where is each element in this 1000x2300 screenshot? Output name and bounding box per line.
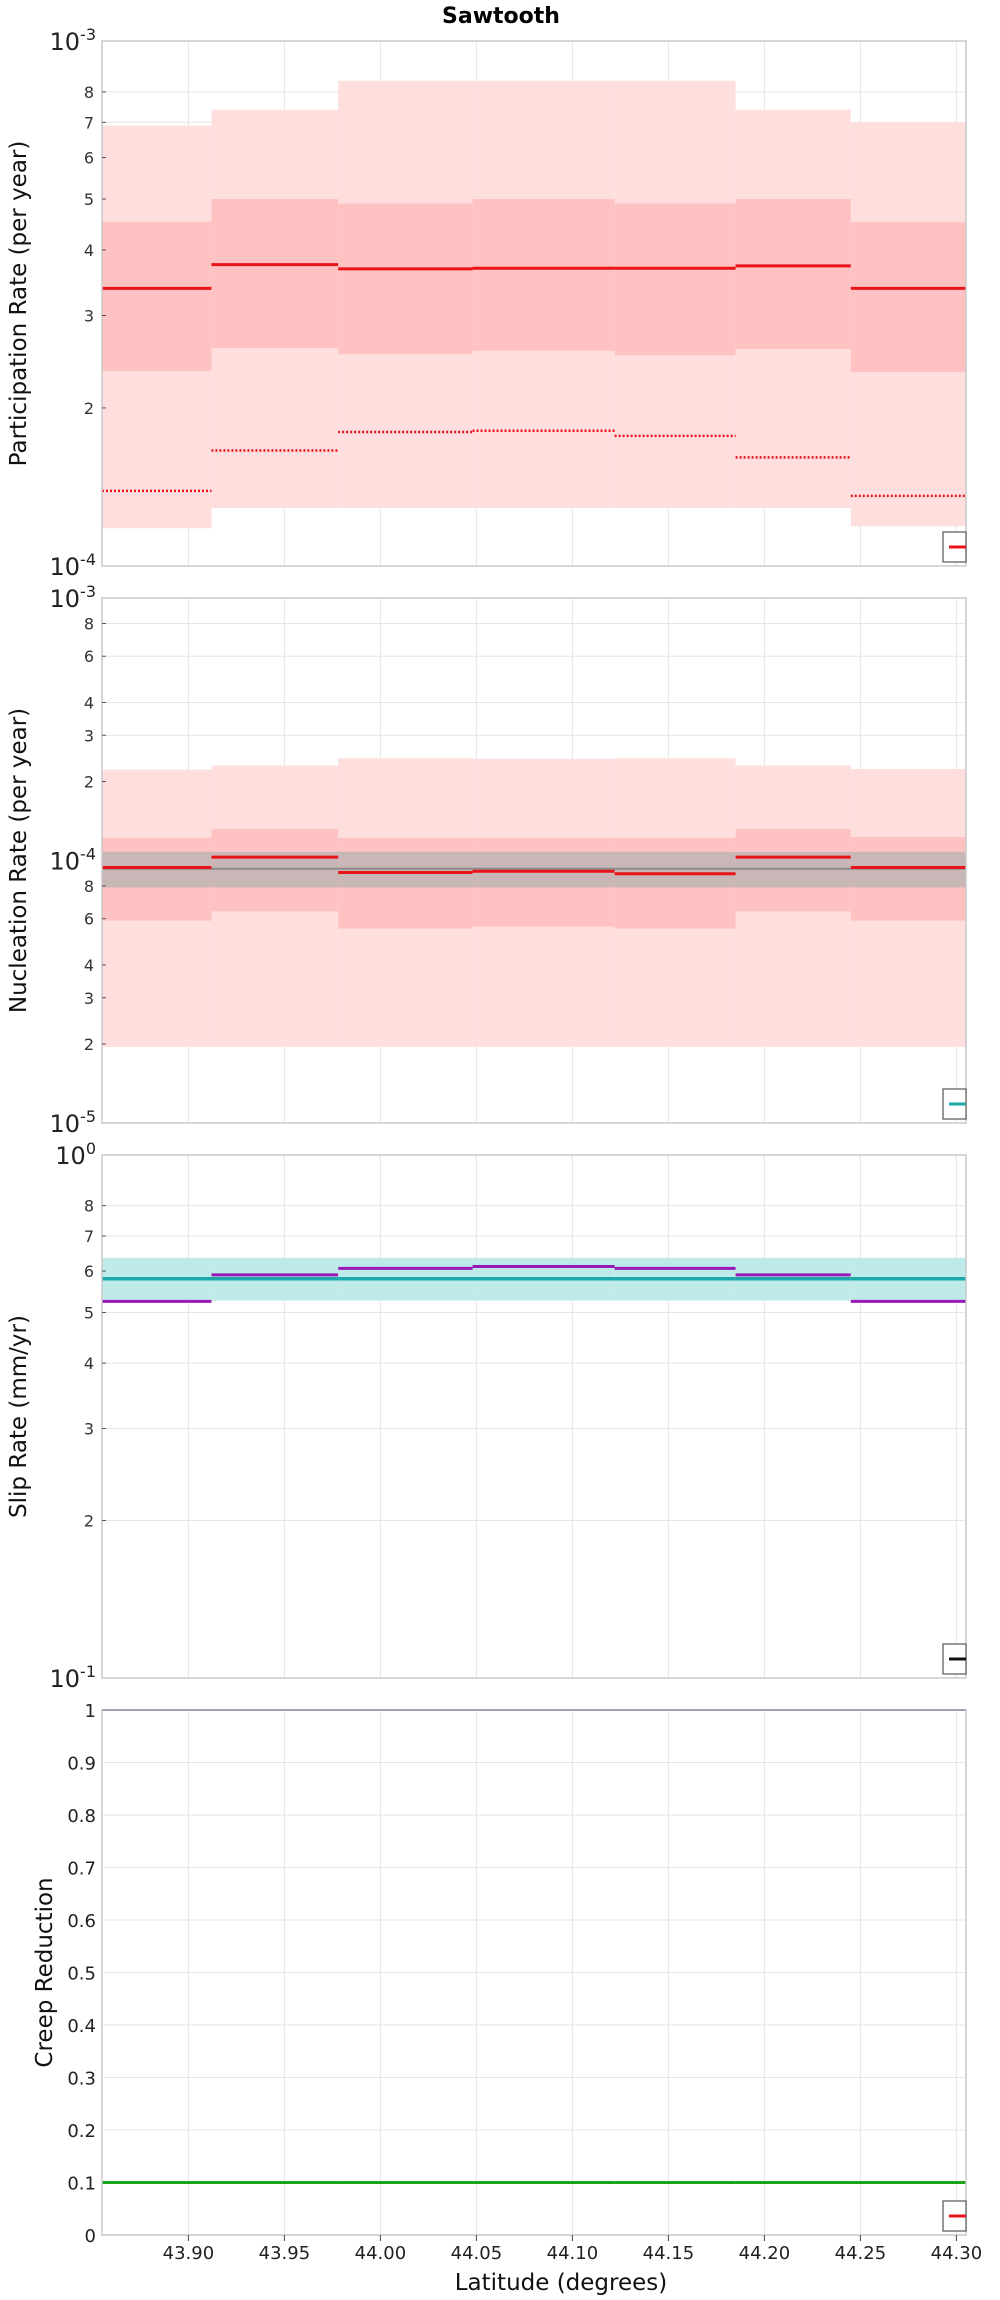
y-minor-tick-label: 2 — [84, 1512, 94, 1531]
y-major-tick-label: 10-3 — [50, 25, 97, 56]
y-minor-tick-label: 8 — [84, 1197, 94, 1216]
y-major-tick-label: 10-3 — [50, 582, 97, 613]
legend — [942, 2200, 967, 2232]
y-major-tick-label: 10-4 — [50, 550, 97, 581]
x-axis-label: Latitude (degrees) — [455, 2270, 668, 2296]
band-segment — [614, 203, 736, 356]
y-minor-tick-label: 2 — [84, 772, 94, 791]
series-inner-band — [102, 199, 966, 373]
y-minor-tick-label: 8 — [84, 877, 94, 896]
y-minor-tick-label: 6 — [84, 910, 94, 929]
band-segment — [338, 203, 473, 355]
y-minor-tick-label: 3 — [84, 726, 94, 745]
legend — [942, 1643, 967, 1675]
y-minor-tick-label: 8 — [84, 614, 94, 633]
y-major-tick-label: 10-4 — [50, 845, 97, 876]
series-mean — [102, 855, 966, 876]
y-minor-tick-label: 5 — [84, 190, 94, 209]
y-major-tick-label: 10-1 — [50, 1662, 97, 1693]
legend — [942, 1088, 967, 1120]
y-minor-tick-label: 6 — [84, 647, 94, 666]
panel-4: 0 0.1 0.2 0.3 0.4 0.5 0.6 0.7 0.8 0.9 1 Creep Reduc… — [32, 1701, 967, 2247]
y-tick-label: 0.8 — [67, 1806, 96, 1827]
y-minor-tick-label: 4 — [84, 241, 94, 260]
y-minor-tick-label: 8 — [84, 83, 94, 102]
plot-frame — [101, 597, 967, 1124]
series-solution — [102, 1265, 966, 1303]
y-tick-label: 0.1 — [67, 2174, 96, 2195]
y-minor-tick-label: 3 — [84, 989, 94, 1008]
y-minor-tick-label: 6 — [84, 1262, 94, 1281]
y-minor-tick-label: 3 — [84, 307, 94, 326]
legend — [942, 531, 967, 563]
y-tick-label: 0.7 — [67, 1859, 96, 1880]
x-tick-label: 44.25 — [835, 2243, 887, 2264]
series-lower — [102, 429, 966, 498]
y-minor-tick-label: 4 — [84, 1354, 94, 1373]
y-minor-tick-label: 3 — [84, 1419, 94, 1438]
band-segment — [472, 199, 615, 351]
plot-frame — [101, 40, 967, 567]
y-minor-tick-label: 2 — [84, 1035, 94, 1054]
panel-2: 10-3 10-4 10-5 8 6 4 3 2 8 6 4 3 2 Nucleation Rate (p… — [6, 582, 967, 1138]
x-tick-label: 44.10 — [547, 2243, 599, 2264]
y-tick-label: 0.3 — [67, 2069, 96, 2090]
panel-1: 10-3 10-4 2 3 4 5 6 7 8 Participation Rate (per y… — [6, 25, 967, 581]
y-minor-tick-label: 6 — [84, 148, 94, 167]
x-tick-label: 43.95 — [259, 2243, 311, 2264]
y-axis-label: Creep Reduction — [32, 1877, 58, 2067]
chart-title: Sawtooth — [442, 4, 560, 29]
y-tick-label: 0.5 — [67, 1964, 96, 1985]
plot-frame — [101, 1154, 967, 1679]
plot-frame — [101, 1709, 967, 2236]
y-minor-tick-label: 4 — [84, 956, 94, 975]
y-tick-label: 0.9 — [67, 1754, 96, 1775]
y-minor-tick-label: 2 — [84, 399, 94, 418]
series-mean — [102, 263, 966, 290]
y-axis-label: Slip Rate (mm/yr) — [6, 1315, 32, 1518]
x-tick-label: 43.90 — [163, 2243, 215, 2264]
plot-area — [102, 1155, 966, 1678]
band-segment — [735, 199, 851, 350]
band-segment — [850, 222, 966, 373]
y-axis-label: Nucleation Rate (per year) — [6, 708, 32, 1013]
y-tick-label: 1 — [85, 1701, 96, 1722]
panel-3: 100 10-1 8 7 6 5 4 3 2 Slip Rate (mm/yr) — [6, 1139, 967, 1693]
band-segment — [102, 222, 212, 372]
y-tick-label: 0.4 — [67, 2016, 96, 2037]
y-minor-tick-label: 4 — [84, 693, 94, 712]
y-major-tick-label: 10-5 — [50, 1107, 97, 1138]
x-tick-label: 44.15 — [643, 2243, 695, 2264]
y-minor-tick-label: 5 — [84, 1303, 94, 1322]
y-minor-tick-label: 7 — [84, 1227, 94, 1246]
y-axis-label: Participation Rate (per year) — [6, 141, 32, 467]
y-tick-label: 0.2 — [67, 2121, 96, 2142]
band-segment — [211, 199, 339, 349]
y-minor-tick-label: 7 — [84, 113, 94, 132]
y-tick-label: 0 — [85, 2226, 96, 2247]
x-tick-label: 44.00 — [355, 2243, 407, 2264]
x-tick-label: 44.30 — [931, 2243, 983, 2264]
y-tick-label: 0.6 — [67, 1911, 96, 1932]
x-tick-label: 44.05 — [451, 2243, 503, 2264]
y-major-tick-label: 100 — [55, 1139, 96, 1170]
x-tick-label: 44.20 — [739, 2243, 791, 2264]
